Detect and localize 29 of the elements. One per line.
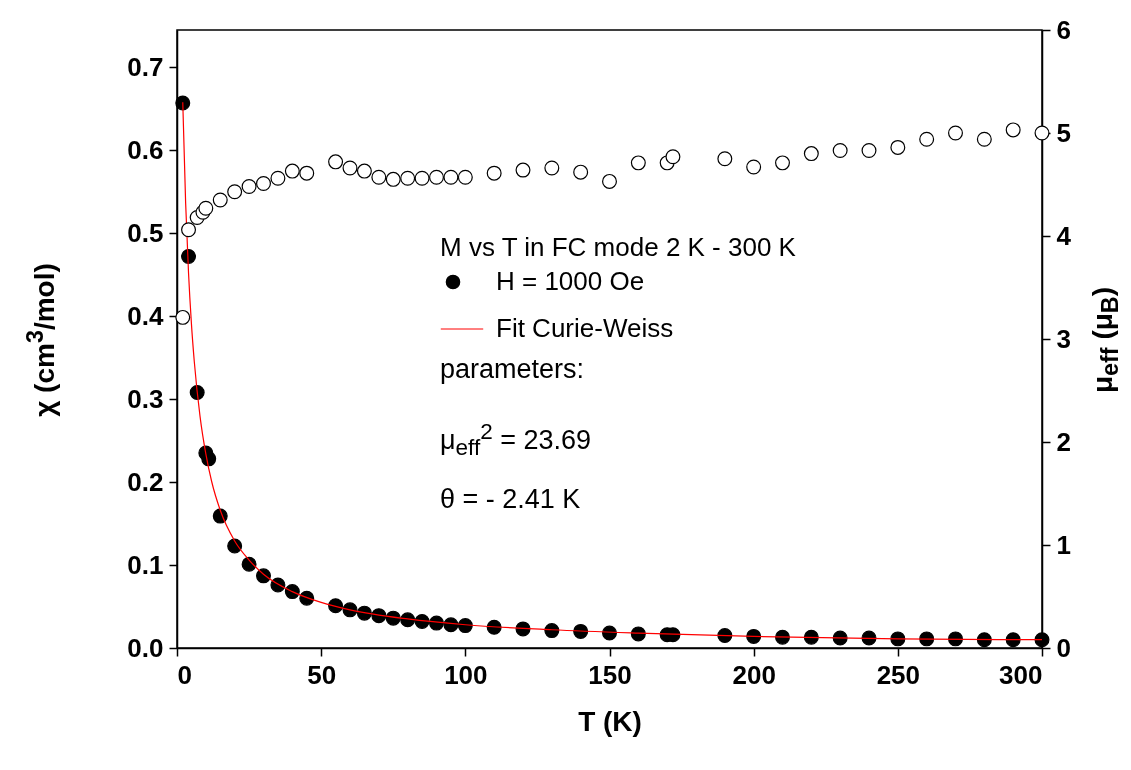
y2-tick-label: 6 — [1056, 14, 1071, 45]
x-tick-label: 250 — [876, 659, 921, 690]
x-tick-label: 100 — [444, 659, 488, 690]
y-tick-label: 0.2 — [127, 466, 164, 497]
legend-label: H = 1000 Oe — [496, 266, 645, 296]
y-tick-label: 0.7 — [127, 51, 164, 82]
y-tick-label: 0.4 — [127, 300, 165, 331]
y2-tick-label: 4 — [1056, 220, 1072, 251]
x-tick-label: 200 — [732, 659, 776, 690]
y2-tick-label: 1 — [1056, 529, 1071, 560]
x-tick-label: 0 — [177, 659, 192, 690]
y2-tick-label: 5 — [1056, 117, 1071, 148]
x-axis-title: T (K) — [578, 705, 642, 737]
annotation: θ = - 2.41 K — [440, 484, 581, 515]
legend-title: M vs T in FC mode 2 K - 300 K — [440, 232, 797, 262]
y-tick-label: 0.3 — [127, 383, 164, 414]
y2-tick-label: 0 — [1056, 632, 1071, 663]
annotation: μ$_{eff}$$^{2}$ = 23.69 — [440, 419, 592, 462]
y2-tick-label: 2 — [1056, 426, 1071, 457]
legend-label: Fit Curie-Weiss — [496, 313, 674, 343]
x-tick-label: 300 — [999, 659, 1043, 690]
y-tick-label: 0.1 — [127, 549, 164, 580]
annotation: parameters: — [440, 354, 585, 385]
y-tick-label: 0.0 — [127, 632, 164, 663]
x-tick-label: 50 — [307, 659, 337, 690]
y-tick-label: 0.6 — [127, 134, 164, 165]
x-tick-label: 150 — [588, 659, 632, 690]
y2-tick-label: 3 — [1056, 323, 1071, 354]
y-tick-label: 0.5 — [127, 217, 164, 248]
